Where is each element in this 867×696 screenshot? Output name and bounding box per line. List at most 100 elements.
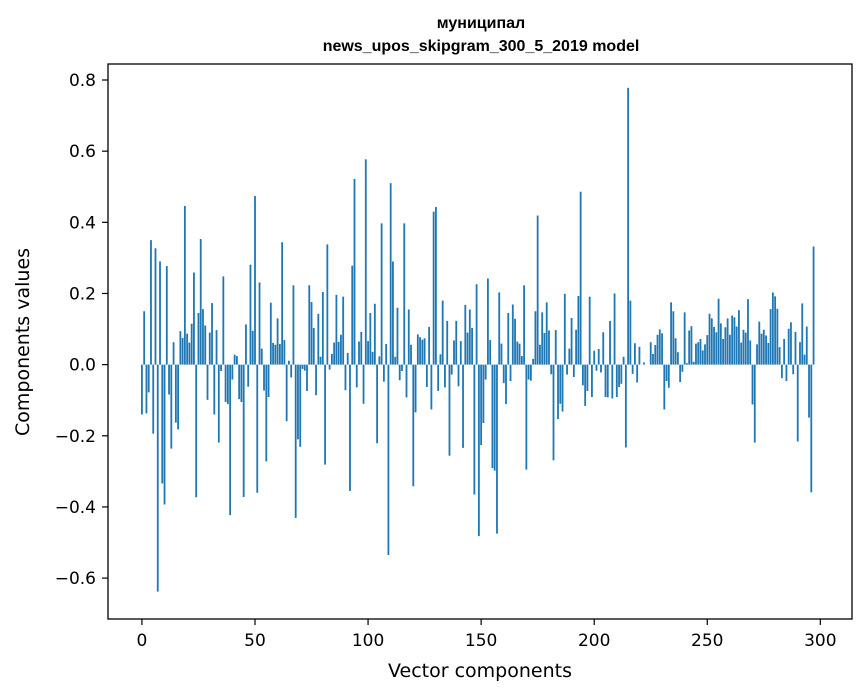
bar-167 xyxy=(518,343,521,365)
bar-52 xyxy=(258,282,261,365)
bar-233 xyxy=(667,364,670,388)
bar-165 xyxy=(514,318,516,365)
bar-20 xyxy=(186,333,189,365)
bar-7 xyxy=(156,364,159,592)
bar-180 xyxy=(548,330,550,365)
bar-146 xyxy=(471,327,473,365)
bar-81 xyxy=(324,364,326,465)
bar-162 xyxy=(507,313,510,365)
bar-232 xyxy=(665,364,668,381)
bar-157 xyxy=(496,364,498,534)
bar-124 xyxy=(421,339,424,365)
bars-group xyxy=(141,87,815,592)
bar-40 xyxy=(231,364,234,380)
bar-25 xyxy=(197,313,200,365)
bar-265 xyxy=(740,342,743,365)
bar-149 xyxy=(477,364,480,537)
bar-3 xyxy=(147,364,150,393)
bar-197 xyxy=(586,364,589,391)
bar-207 xyxy=(609,320,611,365)
bar-8 xyxy=(159,261,161,365)
bar-192 xyxy=(575,329,578,365)
bar-136 xyxy=(448,364,451,456)
bar-46 xyxy=(245,324,247,365)
bar-164 xyxy=(511,304,514,365)
bar-67 xyxy=(292,285,295,365)
bar-95 xyxy=(355,364,358,388)
bar-252 xyxy=(710,318,713,365)
bar-266 xyxy=(742,329,745,365)
bar-206 xyxy=(606,364,609,398)
bar-15 xyxy=(174,364,177,423)
bar-60 xyxy=(276,318,279,365)
bar-215 xyxy=(627,87,630,365)
bar-225 xyxy=(649,342,652,365)
bar-201 xyxy=(595,364,598,371)
bar-112 xyxy=(394,356,397,365)
bar-217 xyxy=(631,364,634,374)
bar-161 xyxy=(505,364,507,405)
bar-121 xyxy=(414,364,417,413)
bar-249 xyxy=(704,344,706,365)
bar-259 xyxy=(726,318,729,365)
y-tick-label: −0.6 xyxy=(55,569,96,589)
bar-47 xyxy=(247,364,250,387)
bar-43 xyxy=(238,364,241,400)
bar-295 xyxy=(808,364,810,418)
bar-92 xyxy=(349,364,351,491)
chart-title: муниципал xyxy=(437,15,525,32)
bar-275 xyxy=(762,329,765,365)
bar-198 xyxy=(588,296,591,365)
bar-76 xyxy=(312,327,315,365)
bar-175 xyxy=(536,215,539,365)
y-tick-label: 0.2 xyxy=(69,284,96,304)
bar-80 xyxy=(321,292,324,365)
bar-289 xyxy=(794,331,797,365)
bar-5 xyxy=(152,364,155,434)
bar-68 xyxy=(294,364,297,518)
bar-236 xyxy=(674,338,677,365)
bar-16 xyxy=(177,364,180,430)
x-tick-label: 250 xyxy=(691,631,723,651)
bar-100 xyxy=(367,341,369,365)
bar-32 xyxy=(213,364,216,415)
bar-21 xyxy=(188,342,191,365)
bar-97 xyxy=(360,331,363,365)
bar-36 xyxy=(222,276,225,365)
bar-2 xyxy=(145,364,148,414)
bar-155 xyxy=(491,364,494,469)
x-tick-label: 150 xyxy=(465,631,497,651)
bar-262 xyxy=(733,317,736,365)
bar-91 xyxy=(346,352,349,365)
bar-4 xyxy=(150,240,152,365)
bar-247 xyxy=(699,339,702,365)
bar-9 xyxy=(161,364,164,484)
y-tick-label: −0.2 xyxy=(55,427,96,447)
bar-222 xyxy=(643,362,645,365)
bar-114 xyxy=(398,364,401,381)
bar-17 xyxy=(179,331,182,365)
bar-280 xyxy=(774,296,777,365)
x-axis-ticks: 0 50 100 150 200 250 300 xyxy=(137,619,837,651)
bar-62 xyxy=(281,242,284,365)
bar-14 xyxy=(172,342,175,365)
bar-203 xyxy=(600,364,602,373)
bar-69 xyxy=(297,364,299,440)
bar-229 xyxy=(658,329,661,365)
bar-34 xyxy=(217,364,220,443)
bar-19 xyxy=(183,205,186,365)
bar-208 xyxy=(611,364,614,399)
bar-294 xyxy=(805,326,808,365)
bar-77 xyxy=(315,364,317,396)
bar-29 xyxy=(206,364,209,400)
bar-166 xyxy=(516,341,519,365)
bar-73 xyxy=(306,364,308,391)
bar-90 xyxy=(344,364,347,391)
bar-276 xyxy=(765,335,767,365)
bar-251 xyxy=(708,313,711,365)
bar-39 xyxy=(229,364,232,516)
bar-6 xyxy=(154,248,157,365)
bar-87 xyxy=(337,341,340,365)
bar-142 xyxy=(462,364,464,448)
